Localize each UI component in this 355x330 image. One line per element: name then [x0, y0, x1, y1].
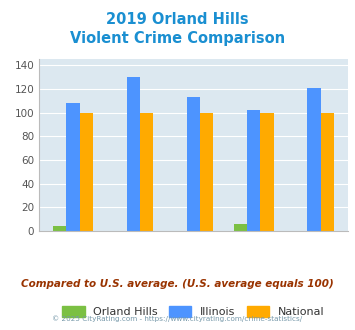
Legend: Orland Hills, Illinois, National: Orland Hills, Illinois, National: [58, 302, 329, 322]
Bar: [200, 113, 213, 231]
Bar: [53, 226, 66, 231]
Text: Violent Crime Comparison: Violent Crime Comparison: [70, 31, 285, 46]
Text: Compared to U.S. average. (U.S. average equals 100): Compared to U.S. average. (U.S. average …: [21, 279, 334, 289]
Bar: [140, 113, 153, 231]
Bar: [307, 88, 321, 231]
Bar: [127, 77, 140, 231]
Bar: [247, 110, 260, 231]
Text: © 2025 CityRating.com - https://www.cityrating.com/crime-statistics/: © 2025 CityRating.com - https://www.city…: [53, 315, 302, 322]
Bar: [321, 113, 334, 231]
Bar: [260, 113, 274, 231]
Text: 2019 Orland Hills: 2019 Orland Hills: [106, 12, 249, 26]
Bar: [234, 224, 247, 231]
Bar: [80, 113, 93, 231]
Bar: [66, 103, 80, 231]
Bar: [187, 97, 200, 231]
